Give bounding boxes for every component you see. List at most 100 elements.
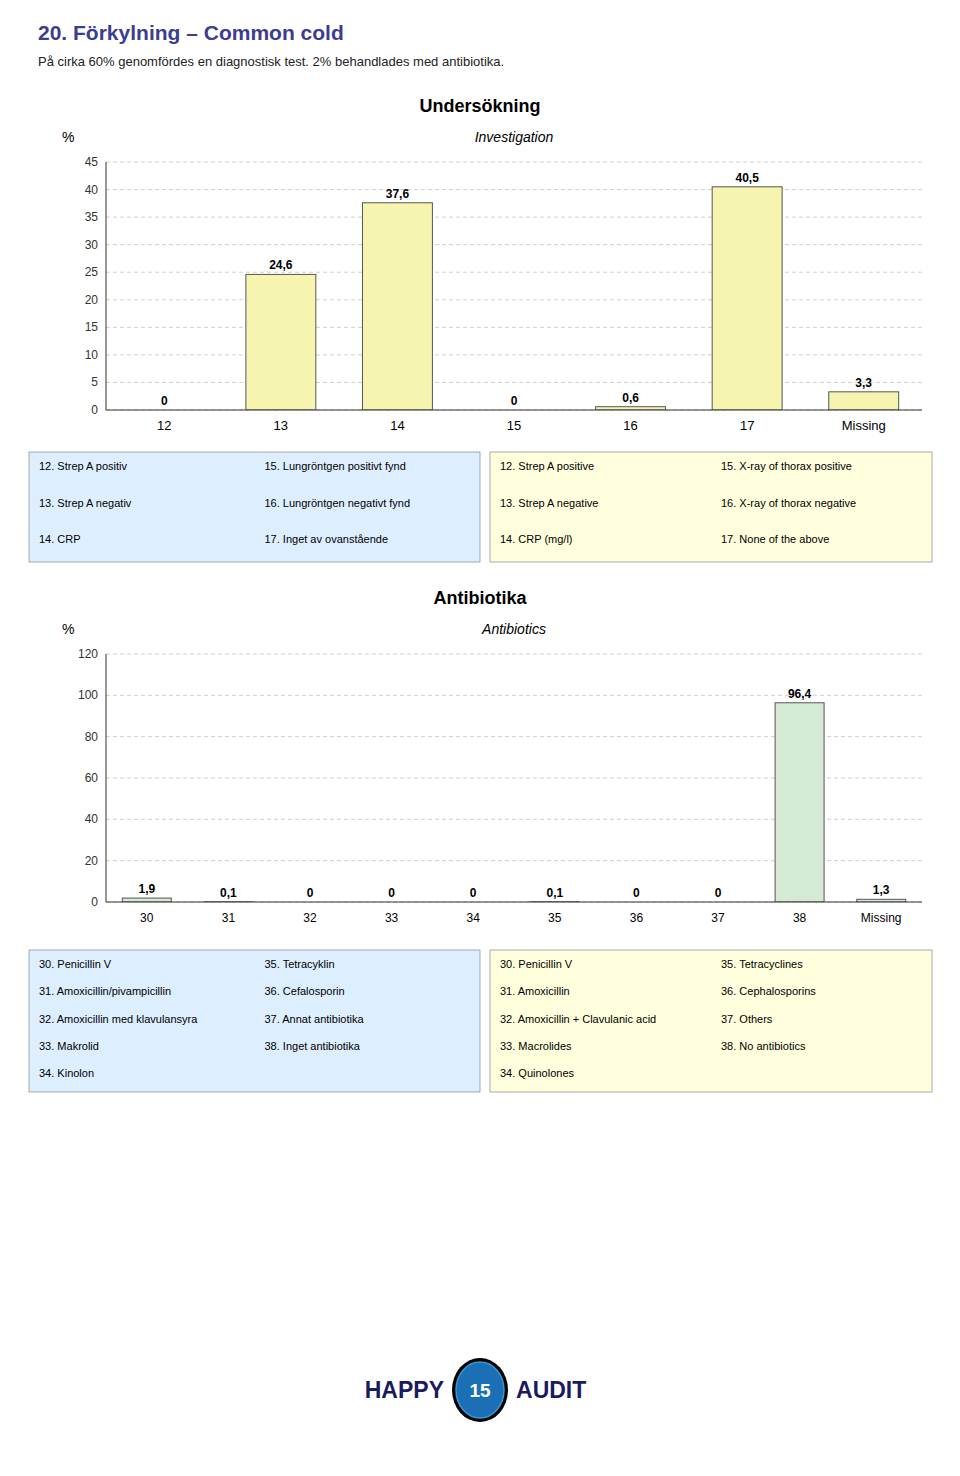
bars [122, 703, 905, 902]
legend-text: 36. Cefalosporin [265, 985, 345, 997]
tick-label: 17 [740, 418, 754, 433]
bar [122, 898, 171, 902]
bars [246, 187, 899, 410]
data-label: 96,4 [788, 687, 812, 701]
bar [712, 187, 782, 410]
data-label: 0 [715, 886, 722, 900]
legend-text: 38. Inget antibiotika [265, 1040, 361, 1052]
tick-label: 31 [222, 911, 236, 925]
grid-line [106, 299, 922, 300]
data-label: 0 [388, 886, 395, 900]
data-label: 0,1 [220, 886, 237, 900]
legend-text: 14. CRP (mg/l) [500, 533, 573, 545]
legend-text: 32. Amoxicillin med klavulansyra [39, 1013, 198, 1025]
x-axis [106, 902, 922, 903]
legend-text: 17. Inget av ovanstående [265, 533, 389, 545]
legend-text: 33. Makrolid [39, 1040, 99, 1052]
bar [775, 703, 824, 902]
legend-text: 38. No antibiotics [721, 1040, 806, 1052]
grid-line [106, 354, 922, 355]
tick-label: 15 [85, 320, 99, 334]
background [0, 0, 960, 1476]
tick-label: 25 [85, 265, 99, 279]
legend-text: 33. Macrolides [500, 1040, 572, 1052]
grid-line [106, 327, 922, 328]
tick-label: 12 [157, 418, 171, 433]
tick-label: 34 [467, 911, 481, 925]
grid-line [106, 654, 922, 655]
data-label: 0 [470, 886, 477, 900]
grid-line [106, 244, 922, 245]
tick-label: 38 [793, 911, 807, 925]
grid-line [106, 902, 922, 903]
data-label: 3,3 [855, 376, 872, 390]
grid-line [106, 189, 922, 190]
tick-label: 36 [630, 911, 644, 925]
legend-text: 15. Lungröntgen positivt fynd [265, 460, 406, 472]
legend-text: 16. X-ray of thorax negative [721, 497, 856, 509]
data-label: 1,3 [873, 883, 890, 897]
page-title: 20. Förkylning – Common cold [38, 21, 344, 44]
bar [362, 203, 432, 410]
data-label: 40,5 [735, 171, 759, 185]
grid-line [106, 382, 922, 383]
legend-box [490, 950, 932, 1092]
legend-text: 13. Strep A negativ [39, 497, 132, 509]
tick-label: 37 [711, 911, 725, 925]
y-axis [106, 654, 107, 902]
logo-badge [452, 1358, 508, 1422]
legend-text: 13. Strep A negative [500, 497, 598, 509]
grid-line [106, 162, 922, 163]
legend-text: 17. None of the above [721, 533, 829, 545]
legend-text: 30. Penicillin V [500, 958, 573, 970]
legend-text: 35. Tetracyclines [721, 958, 803, 970]
legend-text: 12. Strep A positiv [39, 460, 128, 472]
grid-line [106, 410, 922, 411]
data-label: 0,1 [546, 886, 563, 900]
chart-subtitle: Antibiotics [481, 621, 546, 637]
tick-label: 20 [85, 293, 99, 307]
tick-label: 0 [91, 403, 98, 417]
grid-line [106, 272, 922, 273]
tick-label: 13 [274, 418, 288, 433]
data-label: 37,6 [386, 187, 410, 201]
legend-text: 37. Others [721, 1013, 773, 1025]
data-label: 24,6 [269, 258, 293, 272]
legend-text: 31. Amoxicillin/pivampicillin [39, 985, 171, 997]
legend-text: 30. Penicillin V [39, 958, 112, 970]
x-axis [106, 410, 922, 411]
grid-line [106, 217, 922, 218]
chart-title: Antibiotika [434, 588, 528, 608]
y-axis [106, 162, 107, 410]
logo-text: 15 [469, 1380, 491, 1401]
logo-text: HAPPY [365, 1377, 444, 1403]
tick-label: 40 [85, 812, 99, 826]
tick-label: 35 [85, 210, 99, 224]
tick-label: 40 [85, 183, 99, 197]
tick-label: 14 [390, 418, 404, 433]
legend-text: 15. X-ray of thorax positive [721, 460, 852, 472]
legend-text: 36. Cephalosporins [721, 985, 816, 997]
data-label: 0,6 [622, 391, 639, 405]
chart: Antibiotika%Antibiotics02040608010012030… [29, 588, 932, 1092]
chart-subtitle: Investigation [475, 129, 554, 145]
tick-label: 16 [623, 418, 637, 433]
tick-label: 30 [85, 238, 99, 252]
legend-text: 14. CRP [39, 533, 81, 545]
tick-label: 120 [78, 647, 98, 661]
legend-text: 35. Tetracyklin [265, 958, 335, 970]
legend-text: 12. Strep A positive [500, 460, 594, 472]
logo-badge-inner [456, 1362, 504, 1418]
tick-label: 45 [85, 155, 99, 169]
tick-label: 33 [385, 911, 399, 925]
data-label: 0 [307, 886, 314, 900]
legend-text: 16. Lungröntgen negativt fynd [265, 497, 411, 509]
legend-text: 34. Quinolones [500, 1067, 574, 1079]
logo: HAPPY15AUDIT [365, 1358, 587, 1422]
tick-label: 60 [85, 771, 99, 785]
legend-text: 31. Amoxicillin [500, 985, 570, 997]
tick-label: Missing [861, 911, 902, 925]
tick-label: 80 [85, 730, 99, 744]
chart-title: Undersökning [419, 96, 540, 116]
data-label: 0 [511, 394, 518, 408]
